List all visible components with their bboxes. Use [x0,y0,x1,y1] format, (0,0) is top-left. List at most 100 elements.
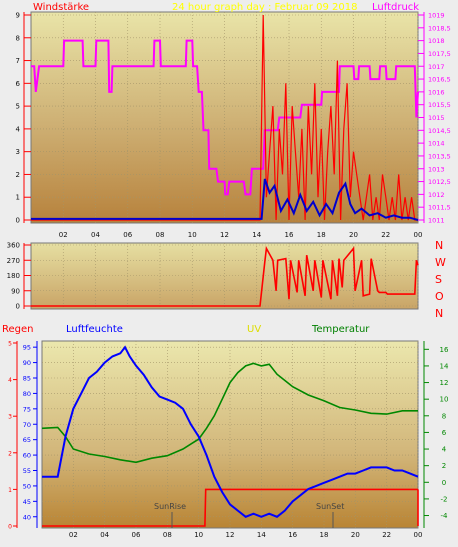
x-tick-label: 08 [163,531,172,539]
wind-tick-label: 2 [16,171,20,179]
sunset-label: SunSet [316,502,344,511]
humidity-tick-label: 95 [23,344,31,352]
wind-tick-label: 7 [16,57,20,65]
x-tick-label: 06 [123,231,132,239]
temperature-tick-label: 4 [442,446,447,454]
x-tick-label: 08 [156,231,165,239]
pressure-tick-label: 1016 [428,88,445,96]
x-tick-label: 20 [349,231,358,239]
temperature-tick-label: 8 [442,412,446,420]
x-tick-label: 00 [414,231,423,239]
humidity-line [42,345,419,518]
pressure-tick-label: 1015,5 [428,101,451,109]
rain-tick-label: 2 [8,450,12,457]
pressure-tick-label: 1011,5 [428,204,451,212]
compass-label-o: O [435,290,444,303]
x-tick-label: 02 [69,531,78,539]
temperature-tick-label: 6 [442,429,447,437]
sunrise-label: SunRise [154,502,186,511]
regen-label: Regen [2,324,34,335]
direction-tick-label: 0 [16,303,20,311]
x-tick-label: 14 [257,531,266,539]
temperatur-label: Temperatur [311,324,370,335]
direction-tick-label: 90 [11,287,20,295]
pressure-tick-label: 1012 [428,191,445,199]
rain-tick-label: 3 [8,414,12,421]
humidity-tick-label: 90 [23,359,31,367]
luftdruck-label: Luftdruck [372,2,419,13]
rain-tick-label: 1 [8,487,12,494]
pressure-tick-label: 1014 [428,140,445,148]
humidity-tick-label: 60 [23,452,31,460]
x-tick-label: 20 [351,531,360,539]
top-plot-series [31,14,419,221]
x-tick-label: 02 [59,231,68,239]
x-tick-label: 18 [317,231,326,239]
wind-tick-label: 6 [16,80,21,88]
pressure-tick-label: 1012,5 [428,178,451,186]
pressure-tick-label: 1014,5 [428,127,451,135]
humidity-tick-label: 45 [23,498,31,506]
pressure-tick-label: 1015 [428,114,445,122]
wind-tick-label: 5 [16,103,20,111]
pressure-tick-label: 1018,5 [428,24,451,32]
wind-tick-label: 4 [16,125,21,133]
sunset-marker: SunSet [316,502,344,528]
humidity-tick-label: 50 [23,482,31,490]
humidity-tick-label: 70 [23,421,31,429]
temperature-tick-label: 14 [440,362,449,370]
pressure-tick-label: 1017 [428,63,445,71]
wind-tick-label: 1 [16,194,20,202]
x-tick-label: 10 [194,531,203,539]
humidity-tick-label: 80 [23,390,31,398]
x-tick-label: 04 [91,231,100,239]
x-tick-label: 10 [188,231,197,239]
x-tick-label: 06 [132,531,141,539]
rain-tick-label: 5 [8,341,12,348]
x-tick-label: 12 [220,231,229,239]
temperature-tick-label: 10 [440,396,449,404]
luftfeuchte-label: Luftfeuchte [66,324,123,335]
pressure-tick-label: 1017,5 [428,50,451,58]
x-tick-label: 14 [252,231,261,239]
temperature-tick-label: 12 [440,379,449,387]
pressure-tick-label: 1013 [428,165,445,173]
temperature-tick-label: 16 [440,346,449,354]
uv-line [42,488,418,527]
wind-tick-label: 8 [16,34,20,42]
windstaerke-label: Windstärke [33,2,89,13]
pressure-tick-label: 1011 [428,217,445,225]
uv-label: UV [247,324,261,335]
x-tick-label: 18 [320,531,329,539]
x-tick-label: 16 [288,531,297,539]
chart-title: 24 hour graph day : Februar 09 2018 [172,2,357,13]
humidity-tick-label: 55 [23,467,31,475]
compass-label-n-bottom: N [435,307,443,320]
x-tick-label: 22 [382,531,391,539]
rain-tick-label: 4 [8,377,12,384]
wind-tick-label: 0 [16,217,20,225]
pressure-tick-label: 1019 [428,12,445,20]
bottom-plot-grid: 02 04 06 08 10 12 14 16 18 20 22 00 [42,341,422,539]
bottom-plot-axes: 012345404550556065707580859095-4-2024681… [8,341,449,531]
wind-direction-line [31,245,419,307]
x-tick-label: 12 [226,531,235,539]
direction-tick-label: 180 [7,272,20,280]
humidity-tick-label: 65 [23,436,31,444]
wind-tick-label: 9 [16,12,20,20]
direction-plot-axes: 0 90 180 270 360 [7,242,31,311]
x-tick-label: 04 [100,531,109,539]
compass-label-n-top: N [435,239,443,252]
x-tick-label: 00 [414,531,423,539]
sunrise-marker: SunRise [154,502,186,528]
pressure-tick-label: 1018 [428,37,445,45]
temperature-tick-label: -4 [441,512,449,520]
humidity-tick-label: 85 [23,375,31,383]
wind-average-line [31,178,419,221]
rain-tick-label: 0 [8,524,12,531]
pressure-tick-label: 1016,5 [428,76,451,84]
direction-plot-series [31,245,419,307]
humidity-tick-label: 75 [23,405,31,413]
direction-tick-label: 270 [7,257,20,265]
